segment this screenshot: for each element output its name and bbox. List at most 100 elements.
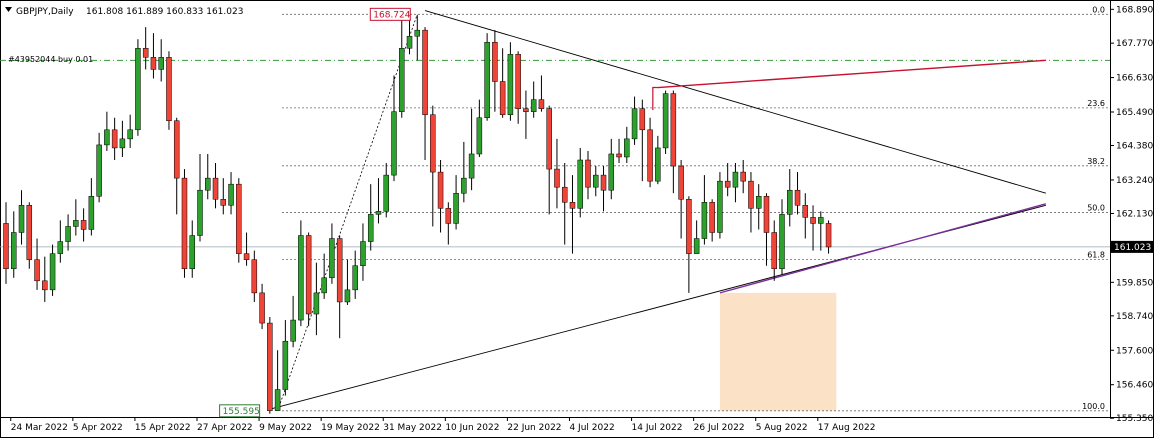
- candle-body[interactable]: [561, 186, 568, 203]
- target-zone[interactable]: [719, 292, 837, 411]
- candle-body[interactable]: [197, 189, 203, 236]
- candle-body[interactable]: [336, 238, 343, 303]
- candle-body[interactable]: [228, 183, 234, 206]
- candle-body[interactable]: [593, 174, 599, 188]
- candle-body[interactable]: [96, 144, 102, 197]
- candle-body[interactable]: [298, 235, 304, 321]
- candle-body[interactable]: [740, 171, 746, 182]
- candle-body[interactable]: [104, 129, 110, 146]
- candle-body[interactable]: [344, 289, 351, 303]
- candle-body[interactable]: [507, 54, 514, 115]
- candle-body[interactable]: [73, 220, 79, 227]
- candle-body[interactable]: [802, 205, 809, 218]
- candle-body[interactable]: [523, 108, 529, 112]
- candle-body[interactable]: [748, 180, 754, 209]
- candle-body[interactable]: [34, 259, 40, 282]
- candle-body[interactable]: [49, 253, 56, 291]
- candle-body[interactable]: [267, 322, 273, 411]
- candle-body[interactable]: [771, 232, 777, 269]
- candle-body[interactable]: [453, 192, 459, 224]
- candle-body[interactable]: [585, 159, 591, 188]
- candle-body[interactable]: [205, 177, 211, 191]
- candle-body[interactable]: [546, 108, 552, 170]
- candle-body[interactable]: [818, 217, 824, 224]
- candle-body[interactable]: [173, 120, 180, 179]
- candle-body[interactable]: [329, 238, 335, 279]
- candle-body[interactable]: [430, 114, 436, 173]
- candle-body[interactable]: [243, 253, 250, 260]
- candle-body[interactable]: [616, 153, 622, 158]
- candle-body[interactable]: [360, 241, 366, 266]
- candle-body[interactable]: [693, 238, 700, 254]
- candle-body[interactable]: [787, 189, 793, 215]
- candle-body[interactable]: [647, 129, 653, 182]
- candle-body[interactable]: [461, 177, 467, 194]
- candle-body[interactable]: [375, 211, 382, 215]
- candle-body[interactable]: [662, 93, 669, 149]
- candle-body[interactable]: [701, 202, 708, 239]
- collapse-arrow-icon[interactable]: [5, 7, 12, 12]
- candle-body[interactable]: [810, 217, 816, 224]
- candle-body[interactable]: [763, 195, 770, 233]
- candle-body[interactable]: [181, 177, 188, 269]
- candle-body[interactable]: [639, 108, 646, 131]
- candle-body[interactable]: [437, 171, 444, 209]
- candle-body[interactable]: [468, 153, 475, 179]
- candle-body[interactable]: [414, 29, 421, 37]
- candle-body[interactable]: [18, 205, 25, 233]
- candle-body[interactable]: [499, 81, 506, 115]
- candle-body[interactable]: [538, 99, 545, 109]
- candle-body[interactable]: [367, 214, 374, 242]
- candle-body[interactable]: [158, 57, 164, 70]
- candle-body[interactable]: [655, 147, 661, 182]
- candle-body[interactable]: [119, 138, 126, 149]
- candle-body[interactable]: [391, 111, 397, 176]
- candle-body[interactable]: [422, 29, 428, 115]
- candle-body[interactable]: [732, 171, 739, 188]
- candle-body[interactable]: [42, 280, 48, 291]
- candle-body[interactable]: [755, 195, 762, 209]
- candle-body[interactable]: [220, 199, 227, 206]
- candle-body[interactable]: [166, 57, 172, 122]
- order-label[interactable]: #43952044 buy 0.01: [8, 55, 93, 64]
- candle-body[interactable]: [259, 292, 265, 324]
- candle-body[interactable]: [624, 138, 630, 158]
- candle-body[interactable]: [189, 235, 195, 269]
- candle-body[interactable]: [399, 48, 405, 112]
- candle-body[interactable]: [670, 93, 677, 167]
- candles[interactable]: [3, 12, 832, 414]
- candle-body[interactable]: [515, 54, 521, 109]
- candle-body[interactable]: [352, 265, 358, 291]
- trendline-upper-descending[interactable]: [424, 10, 1046, 194]
- candle-body[interactable]: [212, 177, 219, 200]
- candle-body[interactable]: [26, 205, 33, 260]
- candle-body[interactable]: [57, 241, 64, 254]
- candle-body[interactable]: [709, 202, 715, 233]
- candle-body[interactable]: [484, 41, 490, 118]
- candle-body[interactable]: [577, 159, 583, 209]
- candle-body[interactable]: [686, 199, 692, 254]
- candle-body[interactable]: [3, 223, 9, 269]
- candle-body[interactable]: [678, 165, 684, 200]
- candle-body[interactable]: [313, 292, 320, 315]
- trendline-red-channel[interactable]: [657, 59, 1046, 89]
- candle-body[interactable]: [608, 153, 615, 191]
- candle-body[interactable]: [492, 41, 498, 82]
- candle-body[interactable]: [825, 223, 832, 248]
- candle-body[interactable]: [445, 208, 452, 224]
- candle-body[interactable]: [794, 189, 801, 206]
- candle-body[interactable]: [127, 129, 133, 140]
- candle-body[interactable]: [631, 108, 638, 140]
- candle-body[interactable]: [111, 129, 118, 149]
- candle-body[interactable]: [135, 48, 141, 131]
- candle-body[interactable]: [724, 180, 731, 188]
- candle-body[interactable]: [600, 174, 607, 191]
- candle-body[interactable]: [290, 319, 296, 342]
- candle-body[interactable]: [554, 168, 560, 188]
- candle-body[interactable]: [65, 226, 71, 242]
- candle-body[interactable]: [150, 57, 157, 70]
- candle-body[interactable]: [236, 183, 242, 254]
- candle-body[interactable]: [11, 232, 17, 269]
- candle-body[interactable]: [274, 389, 281, 411]
